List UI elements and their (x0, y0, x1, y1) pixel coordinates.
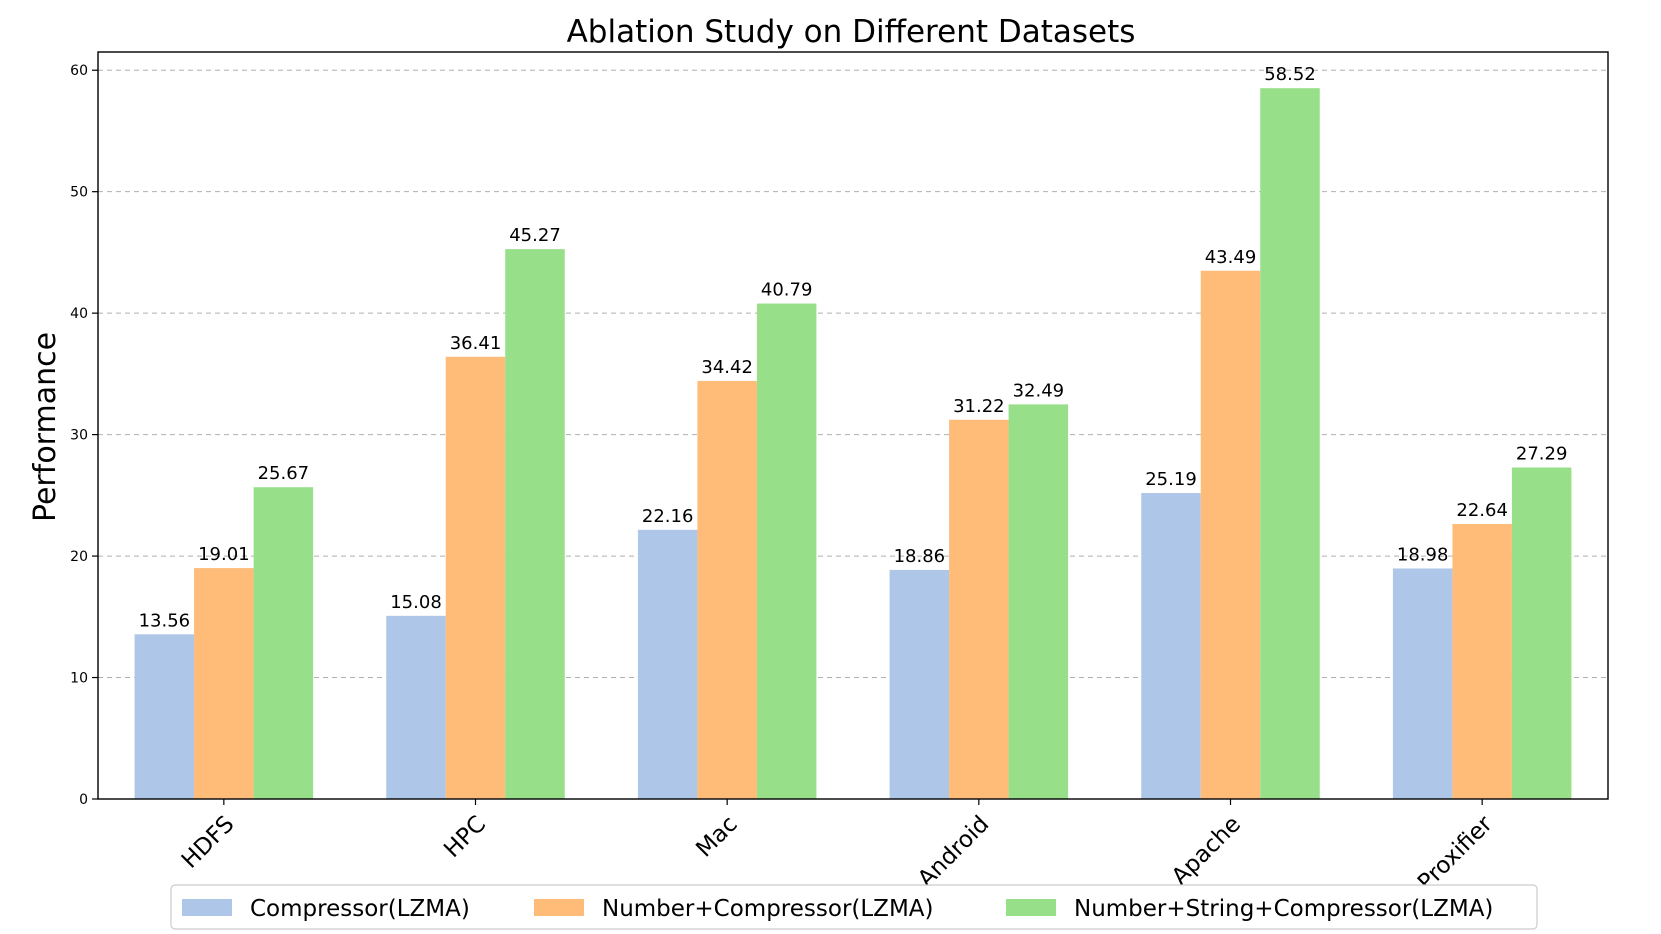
x-tick-label: Proxifier (1413, 811, 1498, 896)
y-tick-label: 50 (70, 185, 88, 201)
data-label: 43.49 (1205, 247, 1257, 268)
bar (1008, 404, 1069, 799)
bar (505, 249, 565, 799)
data-label: 18.98 (1397, 544, 1449, 565)
y-tick-label: 40 (70, 306, 88, 322)
legend-swatch (182, 899, 232, 916)
y-axis-label: Performance (28, 332, 63, 522)
data-label: 25.67 (258, 463, 310, 484)
bar (194, 568, 254, 799)
bar (1260, 88, 1320, 799)
data-label: 36.41 (450, 333, 502, 354)
bar (445, 356, 506, 799)
y-tick-label: 20 (70, 549, 88, 565)
y-tick-label: 30 (70, 428, 88, 444)
data-label: 32.49 (1013, 380, 1065, 401)
bar (889, 569, 950, 799)
data-label: 27.29 (1516, 444, 1568, 465)
grid (98, 69, 1608, 679)
bar (1200, 270, 1261, 799)
bars (134, 88, 1572, 799)
bar (386, 615, 446, 799)
legend-entry-label: Number+Compressor(LZMA) (602, 896, 934, 922)
legend-entry-label: Compressor(LZMA) (250, 896, 470, 922)
data-label: 15.08 (390, 592, 442, 613)
legend: Compressor(LZMA) Number+Compressor(LZMA) N… (170, 884, 1538, 930)
bar (1392, 568, 1453, 799)
y-tick-label: 60 (70, 63, 88, 79)
data-label: 25.19 (1145, 469, 1197, 490)
legend-swatch (534, 899, 584, 916)
y-tick-label: 0 (79, 792, 88, 808)
data-label: 34.42 (701, 357, 753, 378)
data-label: 18.86 (894, 546, 946, 567)
data-label: 13.56 (139, 610, 191, 631)
bar (134, 634, 195, 799)
bar (697, 380, 757, 799)
x-tick-label: HPC (439, 811, 491, 863)
data-label: 40.79 (761, 280, 813, 301)
data-label: 22.16 (642, 506, 694, 527)
bar (949, 419, 1009, 799)
data-label: 45.27 (509, 225, 561, 246)
data-label: 58.52 (1264, 64, 1316, 85)
chart-title: Ablation Study on Different Datasets (567, 14, 1136, 50)
legend-entry-label: Number+String+Compressor(LZMA) (1074, 896, 1493, 922)
data-label: 19.01 (198, 544, 250, 565)
y-tick-label: 10 (70, 671, 88, 687)
bar (756, 303, 817, 799)
data-labels: 13.56 19.01 25.67 15.08 36.41 45.27 22.16 34.42… (139, 64, 1568, 631)
x-tick-label: Mac (691, 811, 742, 862)
bar (253, 487, 314, 799)
legend-frame (170, 884, 1538, 930)
data-label: 31.22 (953, 396, 1005, 417)
x-axis-ticks: HDFS HPC Mac Android Apache Proxifier (177, 799, 1498, 896)
bar (1141, 493, 1201, 799)
bar (637, 529, 698, 799)
x-tick-label: Apache (1167, 811, 1246, 890)
x-tick-label: Android (913, 811, 994, 892)
bar (1452, 524, 1512, 799)
bar (1511, 467, 1572, 799)
legend-swatch (1006, 899, 1056, 916)
y-axis-ticks: 0 10 20 30 40 50 60 (70, 63, 98, 808)
x-tick-label: HDFS (177, 811, 240, 874)
data-label: 22.64 (1456, 500, 1508, 521)
plot-area-frame (97, 51, 1609, 800)
